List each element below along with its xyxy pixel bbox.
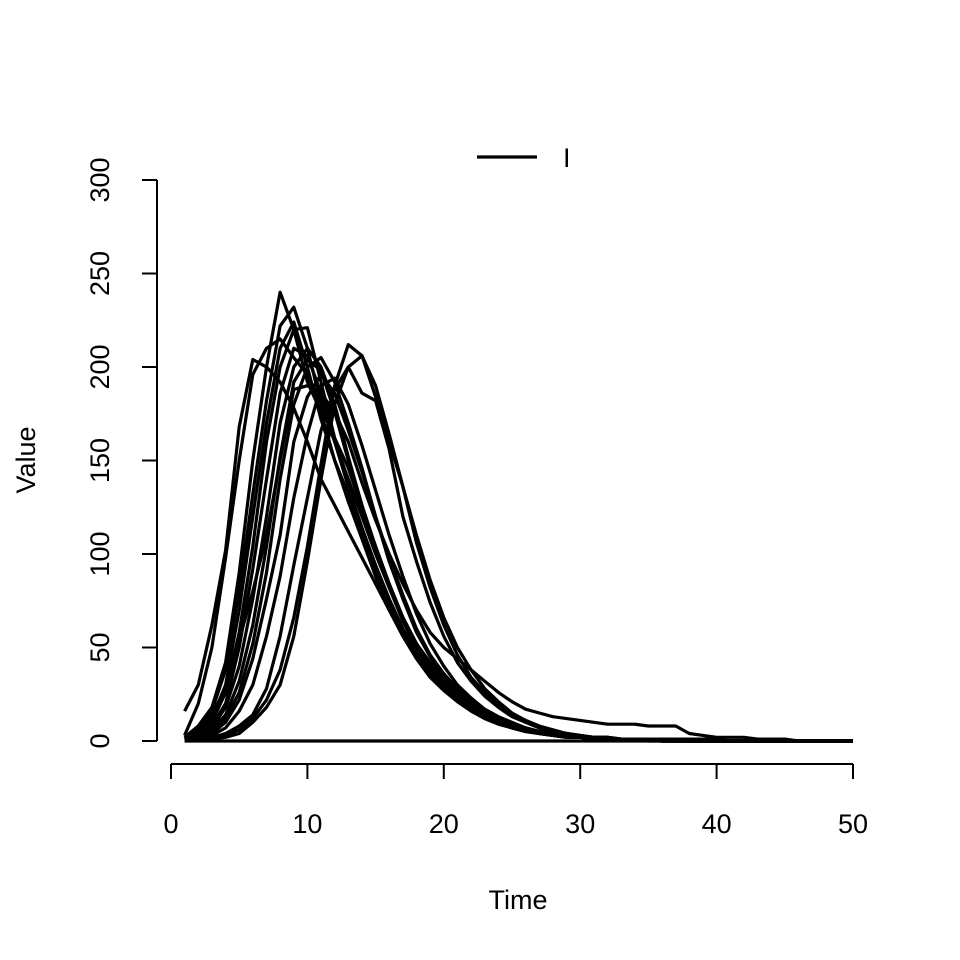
y-tick-label: 300 <box>85 157 115 202</box>
legend: I <box>477 143 571 173</box>
x-tick-label: 0 <box>163 809 178 839</box>
series-line-16 <box>183 384 853 743</box>
axes-layer: 0 50 100 150 200 250 300 0 10 20 30 40 50 <box>85 157 868 839</box>
x-axis-title: Time <box>489 885 548 915</box>
y-tick-label: 50 <box>85 632 115 662</box>
y-tick-label: 150 <box>85 438 115 483</box>
x-ticks: 0 10 20 30 40 50 <box>163 764 868 839</box>
legend-label-I: I <box>563 143 571 173</box>
series-line-5 <box>183 320 853 743</box>
x-tick-label: 50 <box>838 809 868 839</box>
y-tick-label: 0 <box>85 733 115 748</box>
y-tick-label: 200 <box>85 344 115 389</box>
y-tick-label: 100 <box>85 531 115 576</box>
x-tick-label: 20 <box>429 809 459 839</box>
y-axis-title: Value <box>11 426 41 493</box>
y-ticks: 0 50 100 150 200 250 300 <box>85 157 157 749</box>
y-tick-label: 250 <box>85 251 115 296</box>
x-tick-label: 10 <box>292 809 322 839</box>
x-tick-label: 30 <box>565 809 595 839</box>
series-layer <box>183 290 853 743</box>
x-tick-label: 40 <box>702 809 732 839</box>
